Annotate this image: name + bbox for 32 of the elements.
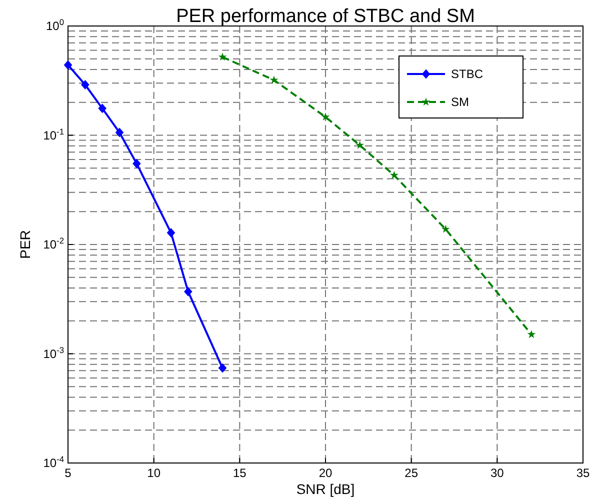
y-tick-label: 10$^{-2}$ — [43, 236, 64, 252]
x-tick-label: 20 — [318, 466, 332, 480]
x-tick-label: 10 — [147, 466, 161, 480]
point — [218, 52, 227, 61]
point — [527, 330, 536, 338]
x-tick-label: 35 — [576, 466, 590, 480]
y-axis-title: PER — [17, 230, 33, 259]
legend-label: STBC — [451, 67, 484, 81]
point — [321, 112, 330, 121]
y-tick-label: 10$^{-1}$ — [43, 126, 64, 142]
point — [81, 80, 90, 90]
point — [98, 104, 106, 113]
chart-title: PER performance of STBC and SM — [176, 6, 475, 27]
x-tick-label: 15 — [232, 466, 247, 480]
point — [116, 128, 124, 137]
x-axis-title: SNR [dB] — [296, 481, 355, 497]
x-tick-label: 5 — [64, 466, 72, 480]
y-tick-label: 10$^{-4}$ — [43, 454, 64, 470]
x-tick-label: 30 — [490, 466, 504, 480]
point — [441, 224, 450, 233]
point — [356, 140, 364, 149]
x-tick-label: 25 — [404, 466, 418, 480]
point — [167, 228, 175, 238]
y-tick-label: 10$^{-3}$ — [43, 344, 64, 361]
point — [390, 170, 398, 179]
point — [64, 60, 72, 70]
point — [218, 364, 226, 373]
y-tick-label: 10$^{0}$ — [46, 17, 64, 33]
point — [132, 159, 141, 168]
point — [270, 76, 278, 84]
legend-label: SM — [451, 95, 470, 109]
point — [184, 287, 192, 296]
